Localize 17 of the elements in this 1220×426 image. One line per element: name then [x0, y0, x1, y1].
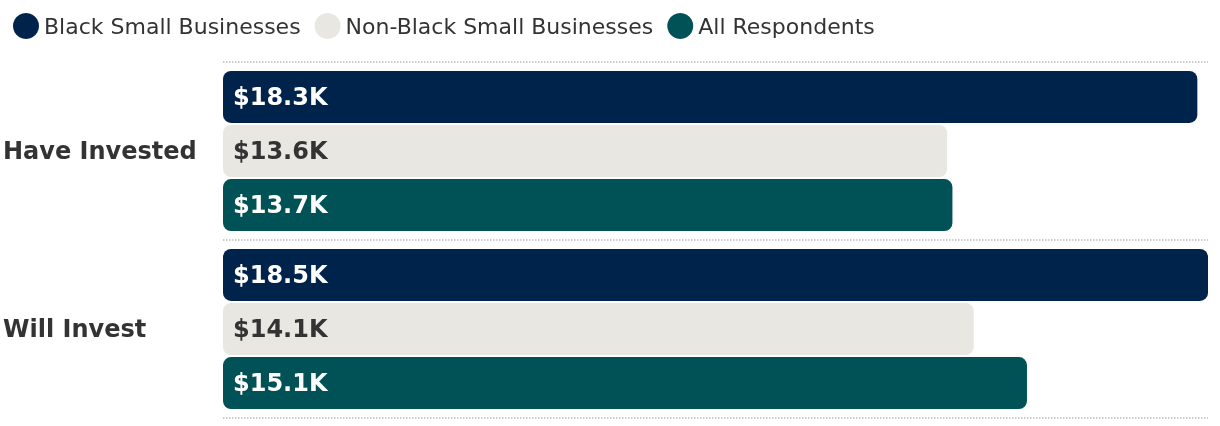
bar — [223, 302, 974, 356]
data-label: $14.1K — [233, 315, 329, 343]
bar — [223, 248, 1208, 301]
data-label: $18.3K — [233, 82, 329, 111]
legend-label: Non-Black Small Businesses — [345, 13, 654, 39]
data-label: $18.5K — [233, 260, 329, 289]
legend-label: All Respondents — [698, 13, 875, 39]
data-label: $15.1K — [233, 369, 329, 398]
bar — [223, 124, 948, 178]
bar — [223, 357, 1027, 410]
data-label: $13.7K — [233, 191, 329, 220]
data-label: $13.6K — [233, 137, 329, 165]
y-tick-label: Will Invest — [3, 315, 147, 343]
legend-label: Black Small Businesses — [44, 13, 301, 39]
bar — [223, 70, 1198, 123]
bar — [223, 179, 953, 232]
y-tick-label: Have Invested — [3, 137, 197, 165]
